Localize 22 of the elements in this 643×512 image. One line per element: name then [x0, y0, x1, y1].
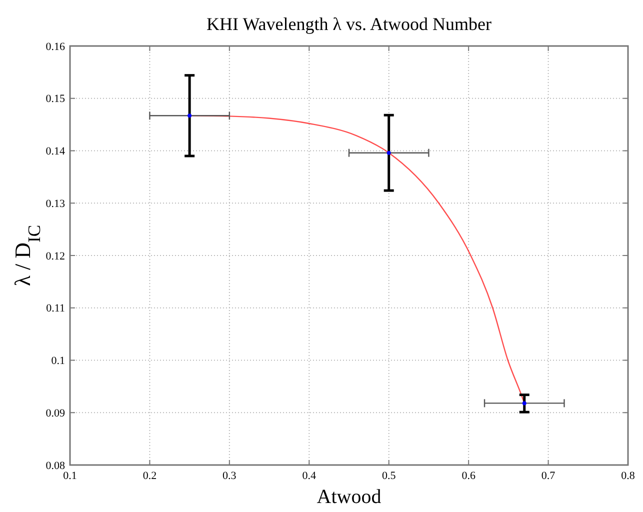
x-tick-label: 0.7 [541, 470, 556, 482]
point [522, 401, 526, 406]
y-tick-label: 0.11 [46, 302, 65, 315]
x-tick-label: 0.4 [302, 470, 317, 482]
point [386, 150, 391, 155]
x-axis-title: Atwood [316, 486, 382, 508]
x-tick-label: 0.1 [63, 470, 77, 482]
x-tick-label: 0.3 [222, 470, 237, 482]
y-tick-label: 0.12 [46, 250, 65, 262]
x-tick-label: 0.6 [462, 470, 476, 482]
y-tick-label: 0.1 [51, 355, 65, 368]
x-tick-label: 0.5 [382, 470, 396, 482]
y-tick-label: 0.14 [46, 146, 66, 158]
x-tick-label: 0.2 [142, 470, 157, 482]
y-tick-label: 0.09 [46, 407, 66, 420]
y-tick-label: 0.08 [46, 460, 66, 472]
x-tick-label: 0.8 [621, 470, 636, 482]
point [188, 114, 192, 118]
y-tick-label: 0.13 [46, 198, 66, 210]
chart-title: KHI Wavelength λ vs. Atwood Number [206, 14, 492, 34]
y-tick-label: 0.16 [46, 40, 66, 53]
y-tick-label: 0.15 [46, 93, 66, 106]
